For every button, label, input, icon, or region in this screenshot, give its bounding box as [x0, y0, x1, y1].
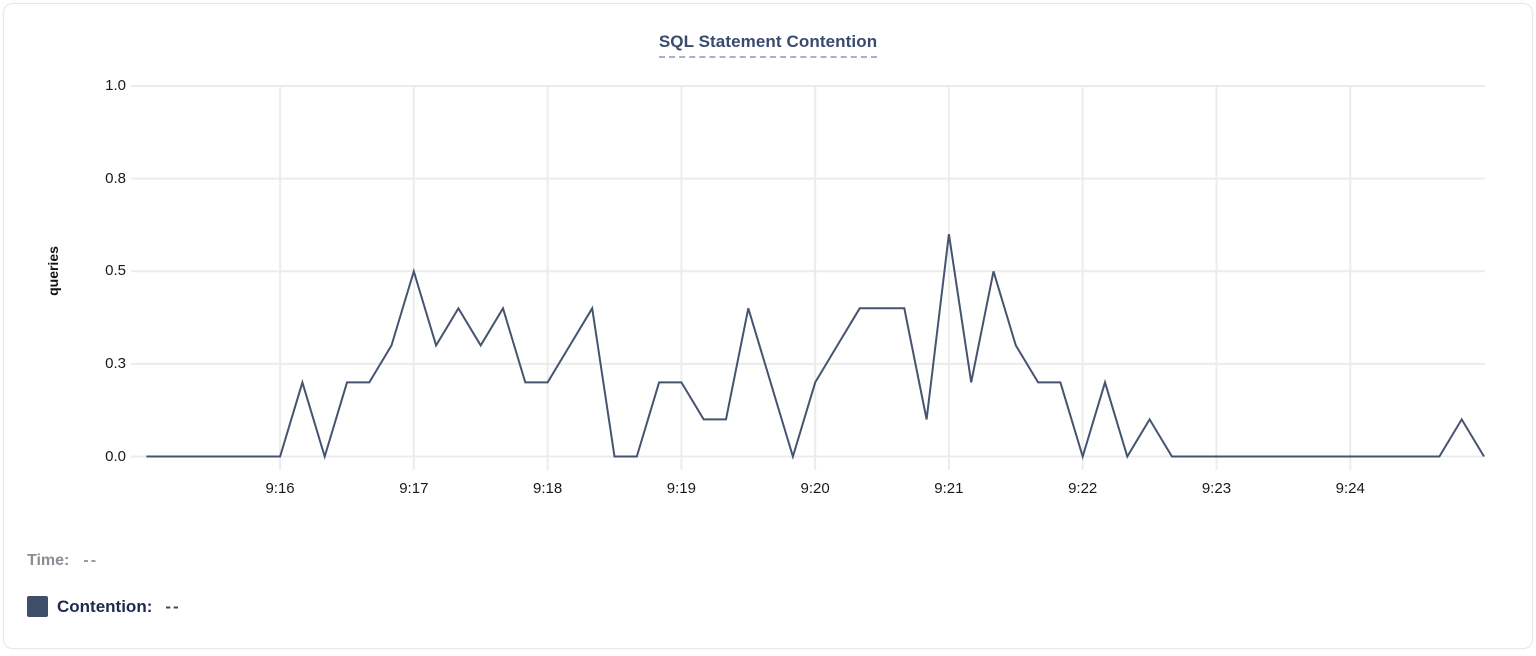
legend-time-row: Time: -- [27, 552, 98, 570]
x-tick-label: 9:24 [1310, 480, 1390, 497]
x-tick-label: 9:18 [508, 480, 588, 497]
legend-time-value: -- [83, 552, 98, 570]
x-tick-label: 9:17 [374, 480, 454, 497]
legend-contention-row: Contention: -- [27, 596, 181, 617]
y-tick-label: 0.3 [64, 354, 126, 374]
y-tick-label: 0.0 [64, 447, 126, 467]
x-tick-label: 9:16 [240, 480, 320, 497]
x-tick-label: 9:22 [1043, 480, 1123, 497]
y-tick-label: 1.0 [64, 76, 126, 96]
legend-contention-label: Contention: [57, 597, 152, 617]
x-tick-label: 9:21 [909, 480, 989, 497]
legend-time-label: Time: [27, 552, 69, 570]
x-tick-label: 9:20 [775, 480, 855, 497]
legend-contention-value: -- [165, 597, 180, 617]
x-tick-label: 9:23 [1176, 480, 1256, 497]
y-tick-label: 0.5 [64, 261, 126, 281]
x-tick-label: 9:19 [641, 480, 721, 497]
legend-color-swatch [27, 596, 48, 617]
chart-plot-area[interactable] [4, 4, 1536, 656]
y-tick-label: 0.8 [64, 169, 126, 189]
